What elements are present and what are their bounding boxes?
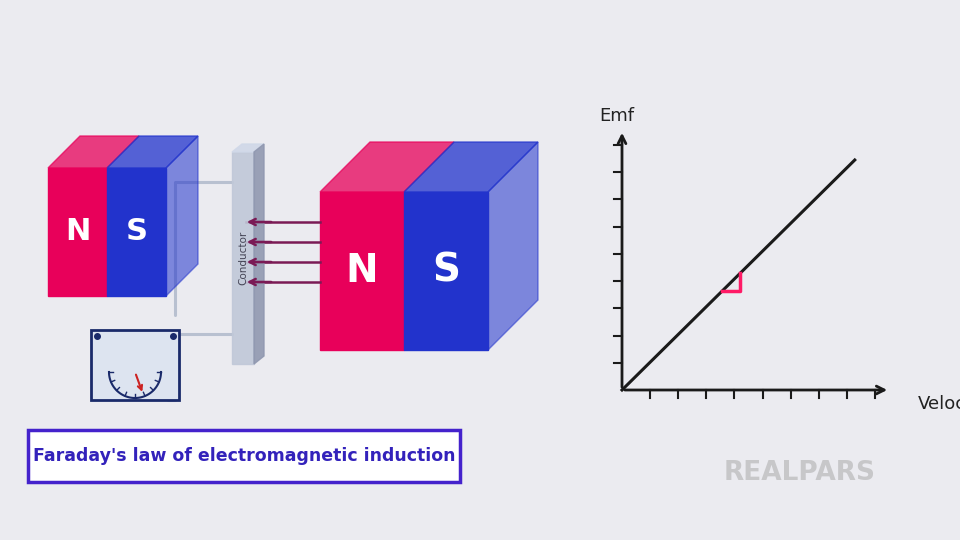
Polygon shape [166, 136, 198, 296]
Polygon shape [232, 144, 264, 152]
Polygon shape [320, 192, 404, 350]
Text: Conductor: Conductor [238, 231, 248, 285]
Polygon shape [48, 168, 107, 296]
Polygon shape [232, 152, 254, 364]
Polygon shape [404, 142, 538, 192]
Text: S: S [432, 252, 460, 290]
Text: Velocity: Velocity [918, 395, 960, 413]
Polygon shape [404, 192, 488, 350]
Polygon shape [488, 142, 538, 350]
Text: Faraday's law of electromagnetic induction: Faraday's law of electromagnetic inducti… [33, 447, 455, 465]
Text: N: N [346, 252, 378, 290]
Polygon shape [48, 136, 139, 168]
Polygon shape [107, 136, 198, 168]
Text: S: S [126, 218, 148, 246]
Polygon shape [107, 168, 166, 296]
Text: N: N [65, 218, 90, 246]
Text: Emf: Emf [599, 107, 635, 125]
Polygon shape [320, 142, 454, 192]
Polygon shape [254, 144, 264, 364]
FancyBboxPatch shape [91, 330, 179, 400]
Text: REALPARS: REALPARS [724, 460, 876, 486]
FancyBboxPatch shape [28, 430, 460, 482]
